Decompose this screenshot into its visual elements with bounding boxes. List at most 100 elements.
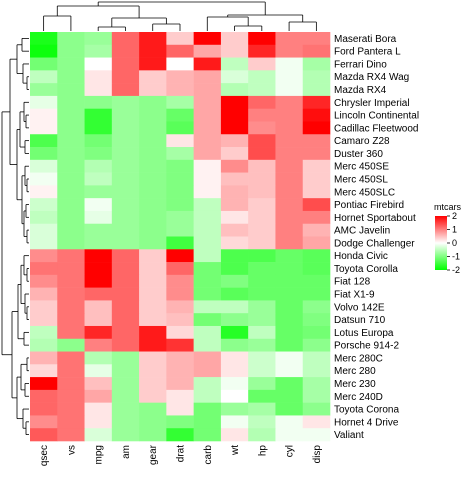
heatmap-cell xyxy=(139,274,167,288)
heatmap-cell xyxy=(111,325,140,340)
heatmap-cell xyxy=(220,223,249,237)
row-label: Mazda RX4 Wag xyxy=(334,72,409,83)
heatmap-cell xyxy=(248,95,276,109)
heatmap-cell xyxy=(111,402,140,416)
row-label: Volvo 142E xyxy=(334,302,385,313)
heatmap-cell xyxy=(248,364,276,378)
heatmap-cell xyxy=(275,287,304,301)
heatmap-cell xyxy=(275,147,304,161)
legend-tick-label: -2 xyxy=(452,265,460,275)
heatmap-cell xyxy=(302,210,331,225)
heatmap-cell xyxy=(275,364,304,378)
heatmap-cell xyxy=(166,236,194,250)
heatmap-cell xyxy=(275,44,304,58)
heatmap-cell xyxy=(302,249,331,263)
heatmap-cell xyxy=(275,95,304,109)
heatmap-cell xyxy=(166,32,194,46)
heatmap-cell xyxy=(139,210,167,225)
heatmap-cell xyxy=(84,389,113,403)
heatmap-cell xyxy=(248,185,276,199)
heatmap-cell xyxy=(84,415,113,429)
heatmap-cell xyxy=(220,70,249,84)
heatmap-cell xyxy=(248,210,276,225)
heatmap-cell xyxy=(248,44,276,58)
heatmap-cell xyxy=(84,287,113,301)
heatmap-cell xyxy=(302,70,331,84)
heatmap-cell xyxy=(111,210,140,225)
heatmap-cell xyxy=(57,364,85,378)
heatmap-cell xyxy=(248,121,276,135)
heatmap-cell xyxy=(193,249,222,263)
row-label: Fiat 128 xyxy=(334,277,371,288)
column-dendrogram xyxy=(43,1,317,31)
heatmap-cell xyxy=(111,172,140,186)
heatmap-cell xyxy=(302,313,331,327)
heatmap-cell xyxy=(84,57,113,71)
heatmap-cell xyxy=(30,159,58,173)
heatmap-cell xyxy=(275,338,304,352)
heatmap-cell xyxy=(275,83,304,97)
color-legend: mtcars 2 1 0 -1 -2 xyxy=(434,202,462,275)
row-label: Ferrari Dino xyxy=(334,59,387,70)
heatmap-cell xyxy=(57,428,85,442)
heatmap-cell xyxy=(302,121,331,135)
heatmap-cell xyxy=(166,262,194,276)
heatmap-cell xyxy=(139,287,167,301)
legend-tick-label: -1 xyxy=(452,252,460,262)
heatmap-cell xyxy=(57,338,85,352)
heatmap-cell xyxy=(57,95,85,109)
heatmap-cell xyxy=(111,57,140,71)
heatmap-cell xyxy=(275,32,304,46)
heatmap-cell xyxy=(302,402,331,416)
heatmap-cell xyxy=(275,236,304,250)
row-label: Lincoln Continental xyxy=(334,111,419,122)
heatmap-cell xyxy=(275,377,304,391)
heatmap-cell xyxy=(166,389,194,403)
row-label: Hornet 4 Drive xyxy=(334,417,399,428)
heatmap-cell xyxy=(275,249,304,263)
heatmap-cell xyxy=(30,274,58,288)
heatmap-cell xyxy=(139,249,167,263)
heatmap-cell xyxy=(220,147,249,161)
heatmap-cell xyxy=(193,351,222,365)
heatmap-cell xyxy=(193,274,222,288)
heatmap-cell xyxy=(302,377,331,391)
heatmap-cell xyxy=(166,402,194,416)
heatmap-cell xyxy=(166,351,194,365)
heatmap-cell xyxy=(111,377,140,391)
heatmap-cell xyxy=(166,95,194,109)
heatmap-cell xyxy=(57,185,85,199)
column-label: cyl xyxy=(285,445,296,457)
heatmap-cell xyxy=(302,95,331,109)
heatmap-cell xyxy=(302,83,331,97)
heatmap-cell xyxy=(275,428,304,442)
heatmap-cell xyxy=(139,300,167,314)
column-label: am xyxy=(121,445,132,459)
heatmap-cell xyxy=(193,210,222,225)
heatmap-cell xyxy=(57,147,85,161)
heatmap-cell xyxy=(166,338,194,352)
heatmap-cell xyxy=(57,108,85,122)
heatmap-cell xyxy=(275,325,304,340)
heatmap-cell xyxy=(275,134,304,148)
heatmap-cell xyxy=(248,287,276,301)
heatmap-cell xyxy=(111,300,140,314)
heatmap-cell xyxy=(84,44,113,58)
heatmap-cell xyxy=(302,185,331,199)
heatmap-cell xyxy=(275,185,304,199)
heatmap-cell xyxy=(302,389,331,403)
heatmap-cells xyxy=(30,32,331,442)
heatmap-cell xyxy=(275,121,304,135)
heatmap-cell xyxy=(193,159,222,173)
row-label: Dodge Challenger xyxy=(334,238,415,249)
heatmap-cell xyxy=(302,287,331,301)
heatmap-cell xyxy=(30,70,58,84)
heatmap-cell xyxy=(84,134,113,148)
legend-tick-label: 1 xyxy=(452,225,457,235)
heatmap-cell xyxy=(111,262,140,276)
heatmap-cell xyxy=(57,121,85,135)
heatmap-cell xyxy=(111,108,140,122)
heatmap-cell xyxy=(220,287,249,301)
heatmap-cell xyxy=(220,236,249,250)
